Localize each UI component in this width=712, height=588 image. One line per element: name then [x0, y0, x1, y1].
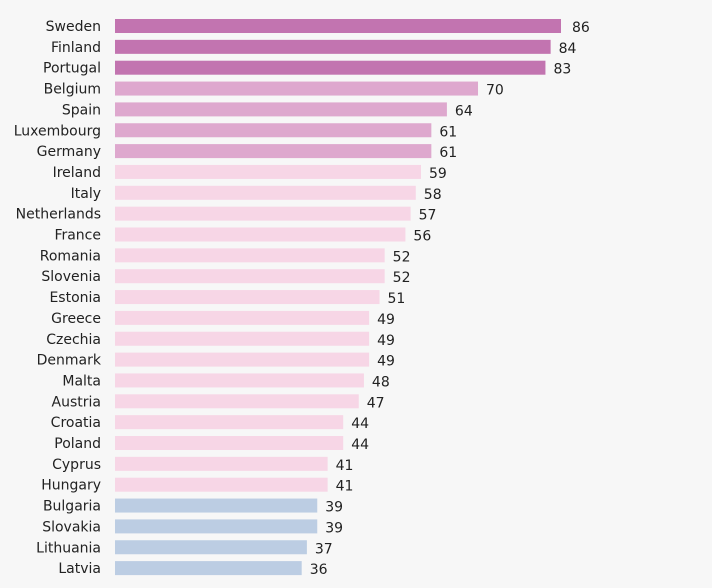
bar-ireland — [115, 164, 421, 179]
bar-france — [115, 227, 406, 242]
bar-poland — [115, 436, 344, 450]
category-label-portugal: Portugal — [43, 61, 101, 77]
category-label-czechia: Czechia — [46, 332, 101, 348]
value-label-estonia: 51 — [387, 291, 405, 307]
value-label-denmark: 49 — [377, 354, 395, 370]
category-label-latvia: Latvia — [58, 561, 101, 577]
value-label-latvia: 36 — [310, 562, 328, 578]
category-label-belgium: Belgium — [44, 82, 101, 98]
category-label-finland: Finland — [51, 40, 101, 56]
value-label-czechia: 49 — [377, 333, 395, 349]
value-label-italy: 58 — [424, 187, 442, 203]
value-label-netherlands: 57 — [419, 208, 437, 224]
category-label-lithuania: Lithuania — [36, 540, 101, 556]
value-label-greece: 49 — [377, 312, 395, 328]
category-label-sweden: Sweden — [46, 19, 101, 35]
value-label-malta: 48 — [372, 374, 390, 390]
bar-latvia — [115, 561, 302, 576]
bar-lithuania — [115, 540, 307, 555]
bar-germany — [115, 144, 432, 159]
category-label-estonia: Estonia — [49, 290, 101, 306]
bar-slovenia — [115, 269, 385, 284]
value-label-luxembourg: 61 — [439, 124, 457, 140]
category-label-luxembourg: Luxembourg — [14, 123, 101, 139]
bar-austria — [115, 394, 359, 409]
category-label-hungary: Hungary — [41, 478, 101, 494]
category-label-spain: Spain — [62, 102, 101, 118]
bar-cyprus — [115, 456, 328, 471]
value-label-bulgaria: 39 — [325, 500, 343, 516]
category-label-cyprus: Cyprus — [52, 457, 101, 473]
bar-finland — [115, 39, 551, 54]
category-label-slovenia: Slovenia — [41, 269, 101, 285]
bar-hungary — [115, 477, 328, 492]
value-labels-group: 8684837064616159585756525251494949484744… — [310, 20, 590, 578]
bar-greece — [115, 310, 370, 325]
category-label-romania: Romania — [40, 248, 101, 264]
bar-malta — [115, 373, 364, 388]
bar-luxembourg — [115, 123, 432, 138]
value-label-hungary: 41 — [336, 479, 354, 495]
value-label-romania: 52 — [393, 249, 411, 265]
category-label-slovakia: Slovakia — [42, 519, 101, 535]
value-label-ireland: 59 — [429, 166, 447, 182]
category-label-greece: Greece — [51, 311, 101, 327]
value-label-cyprus: 41 — [336, 458, 354, 474]
value-label-portugal: 83 — [553, 62, 571, 78]
category-label-malta: Malta — [62, 373, 101, 389]
value-label-poland: 44 — [351, 437, 369, 453]
value-label-lithuania: 37 — [315, 541, 333, 557]
bars-group — [115, 19, 561, 576]
bar-portugal — [115, 60, 546, 75]
bar-estonia — [115, 290, 380, 305]
value-label-austria: 47 — [367, 395, 385, 411]
category-label-austria: Austria — [52, 394, 101, 410]
category-label-france: France — [54, 228, 101, 244]
category-label-croatia: Croatia — [51, 415, 101, 431]
value-label-slovenia: 52 — [393, 270, 411, 286]
bar-czechia — [115, 331, 370, 346]
value-label-germany: 61 — [439, 145, 457, 161]
bar-romania — [115, 248, 385, 263]
bar-bulgaria — [115, 498, 318, 513]
value-label-finland: 84 — [559, 41, 577, 57]
category-label-italy: Italy — [71, 186, 101, 202]
bar-denmark — [115, 352, 370, 367]
value-label-sweden: 86 — [572, 20, 590, 36]
bar-croatia — [115, 415, 344, 430]
category-label-netherlands: Netherlands — [16, 207, 101, 223]
bar-belgium — [115, 81, 479, 96]
category-label-germany: Germany — [37, 144, 101, 160]
category-label-denmark: Denmark — [37, 353, 102, 369]
bar-slovakia — [115, 519, 318, 534]
value-label-france: 56 — [413, 229, 431, 245]
category-labels-group: Sweden Finland Portugal Belgium Spain Luxembo… — [14, 19, 102, 577]
value-label-belgium: 70 — [486, 83, 504, 99]
value-label-croatia: 44 — [351, 416, 369, 432]
category-label-bulgaria: Bulgaria — [43, 499, 101, 515]
bar-spain — [115, 102, 447, 117]
value-label-slovakia: 39 — [325, 520, 343, 536]
bar-italy — [115, 185, 416, 200]
bar-netherlands — [115, 206, 411, 221]
category-label-ireland: Ireland — [53, 165, 101, 181]
category-label-poland: Poland — [54, 436, 101, 452]
value-label-spain: 64 — [455, 103, 473, 119]
bar-sweden — [115, 19, 561, 33]
